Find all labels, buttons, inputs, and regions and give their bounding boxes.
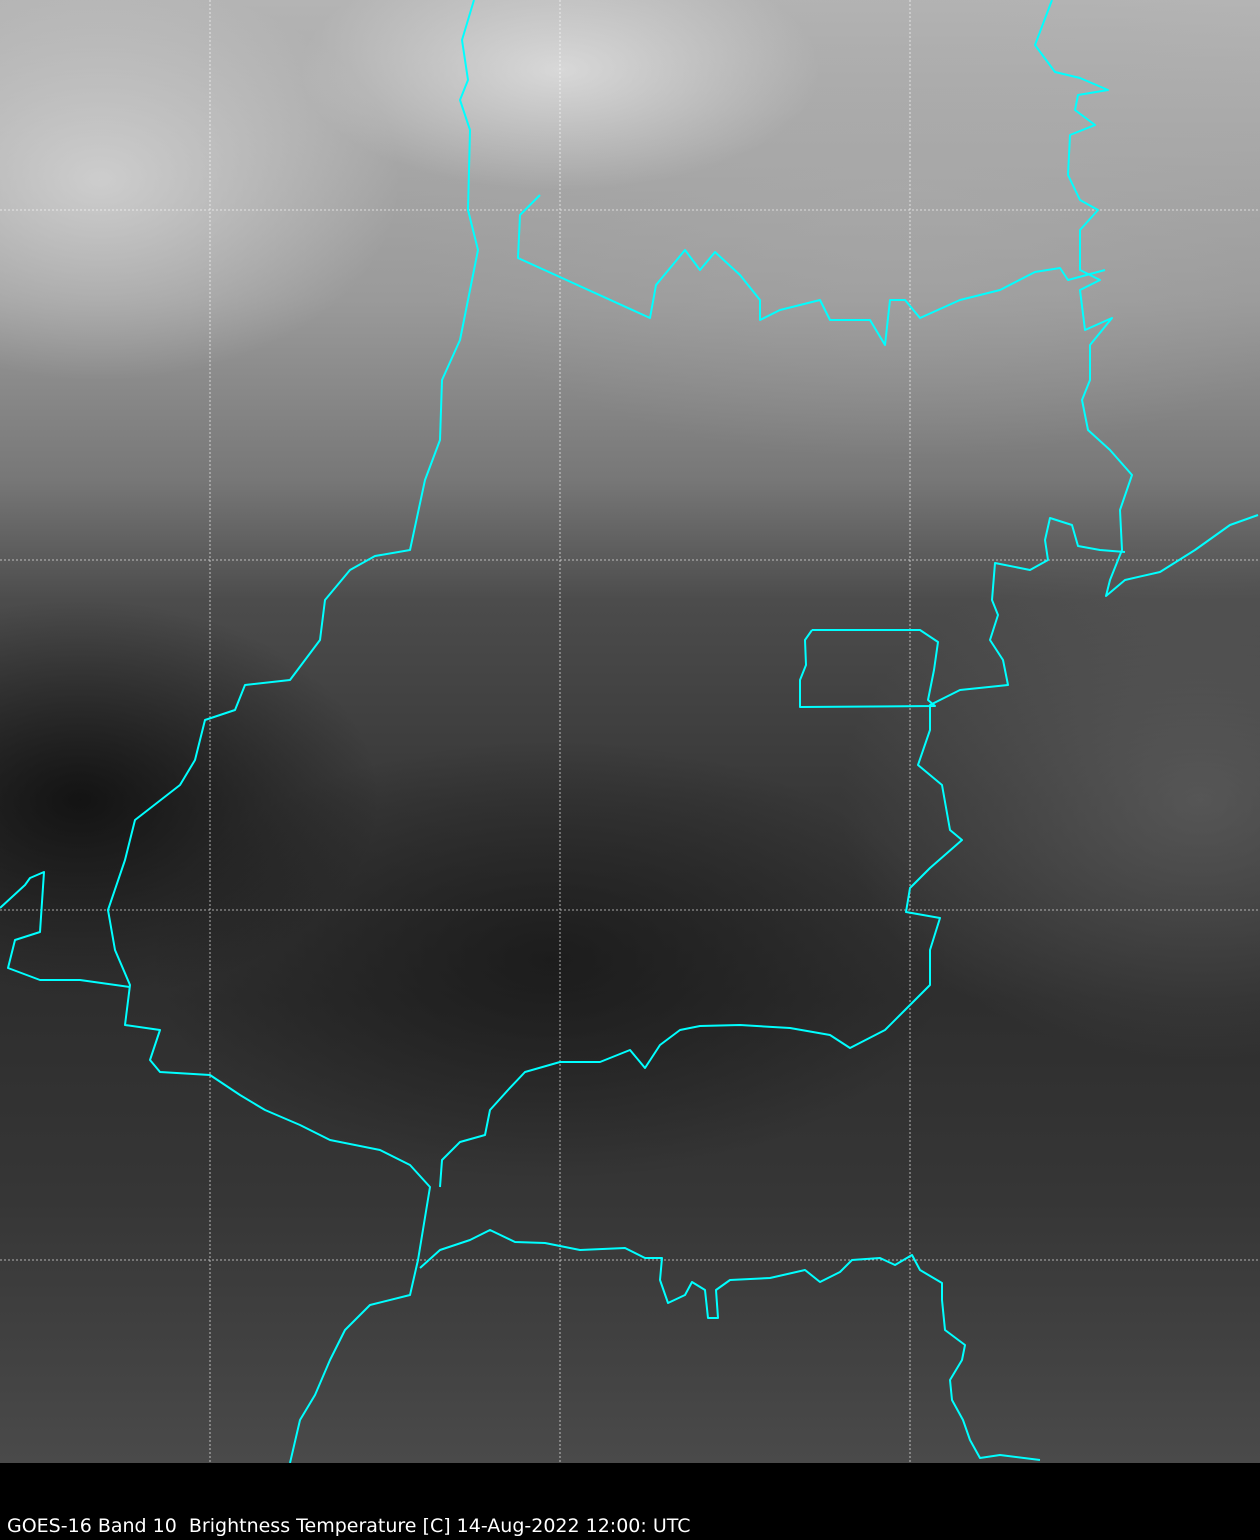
political-borders: [0, 0, 1259, 1463]
border-line: [799, 629, 939, 708]
image-caption: GOES-16 Band 10 Brightness Temperature […: [7, 1515, 691, 1537]
lat-lon-grid: [0, 0, 1260, 1463]
border-line: [107, 0, 479, 1463]
border-line: [1034, 0, 1259, 597]
map-overlay: [0, 0, 1260, 1463]
border-line: [517, 194, 1106, 346]
border-line: [0, 871, 131, 988]
border-line: [419, 1229, 1041, 1461]
satellite-imagery: [0, 0, 1260, 1463]
border-line: [439, 517, 1126, 1188]
